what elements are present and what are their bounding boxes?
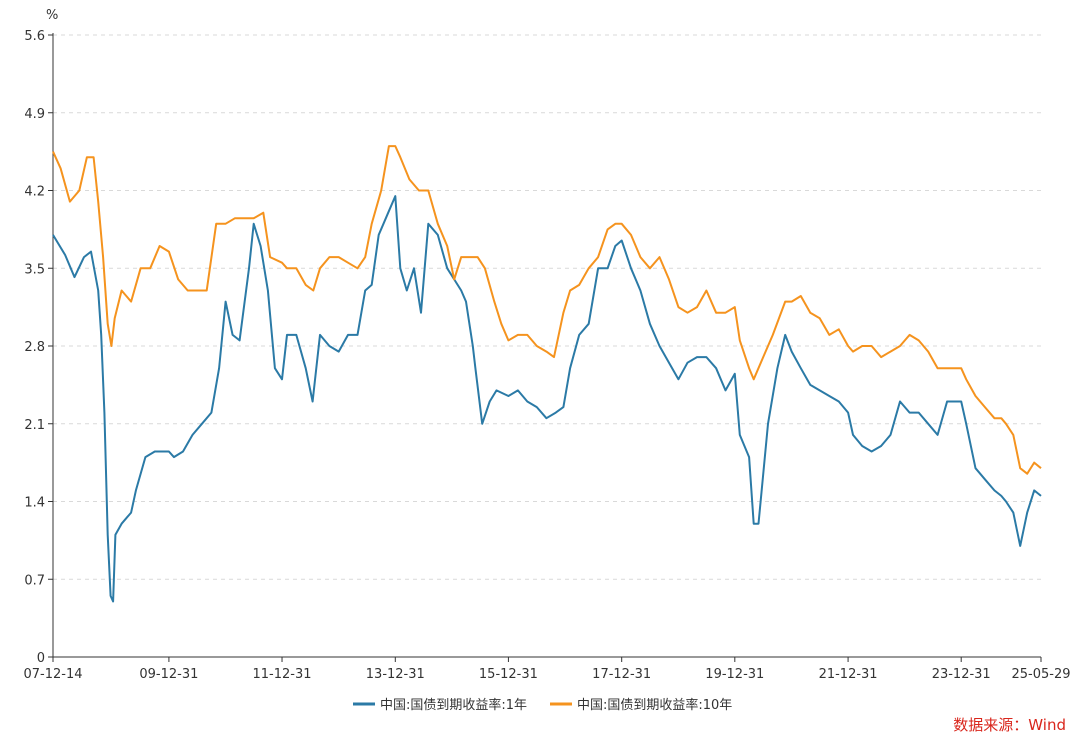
legend-label-10Y: 中国:国债到期收益率:10年 xyxy=(577,697,732,713)
series-line-1Y xyxy=(52,195,1042,603)
y-tick-label: 4.2 xyxy=(24,185,45,200)
x-tick-label: 09-12-31 xyxy=(139,667,198,682)
y-gridlines xyxy=(53,34,1041,580)
legend-label-1Y: 中国:国债到期收益率:1年 xyxy=(380,697,527,713)
data-source-note: 数据来源：Wind xyxy=(953,716,1066,734)
x-tick-label: 17-12-31 xyxy=(592,667,651,682)
x-tick-label: 15-12-31 xyxy=(479,667,538,682)
x-tick-label: 23-12-31 xyxy=(932,667,991,682)
x-tick-label: 07-12-14 xyxy=(23,667,82,682)
x-axis: 07-12-14 09-12-31 11-12-31 13-12-31 15-12-31… xyxy=(23,656,1071,682)
y-tick-label: 5.6 xyxy=(24,29,45,44)
x-tick-label: 19-12-31 xyxy=(705,667,764,682)
y-axis: 0 0.7 1.4 2.1 2.8 3.5 4.2 4.9 5.6 xyxy=(24,29,54,666)
y-tick-label: 0.7 xyxy=(24,573,45,588)
x-tick-label: 11-12-31 xyxy=(253,667,312,682)
x-tick-label: 13-12-31 xyxy=(366,667,425,682)
legend: 中国:国债到期收益率:1年 中国:国债到期收益率:10年 xyxy=(353,697,732,713)
y-tick-label: 3.5 xyxy=(24,262,45,277)
y-tick-label: 2.8 xyxy=(24,340,45,355)
y-axis-unit: % xyxy=(46,8,58,23)
series-line-10Y xyxy=(52,145,1042,475)
y-tick-label: 0 xyxy=(37,651,45,666)
y-tick-label: 2.1 xyxy=(24,418,45,433)
y-tick-label: 4.9 xyxy=(24,107,45,122)
y-tick-label: 1.4 xyxy=(24,496,45,511)
x-tick-label: 25-05-29 xyxy=(1011,667,1070,682)
series-lines xyxy=(52,145,1042,603)
x-tick-label: 21-12-31 xyxy=(819,667,878,682)
